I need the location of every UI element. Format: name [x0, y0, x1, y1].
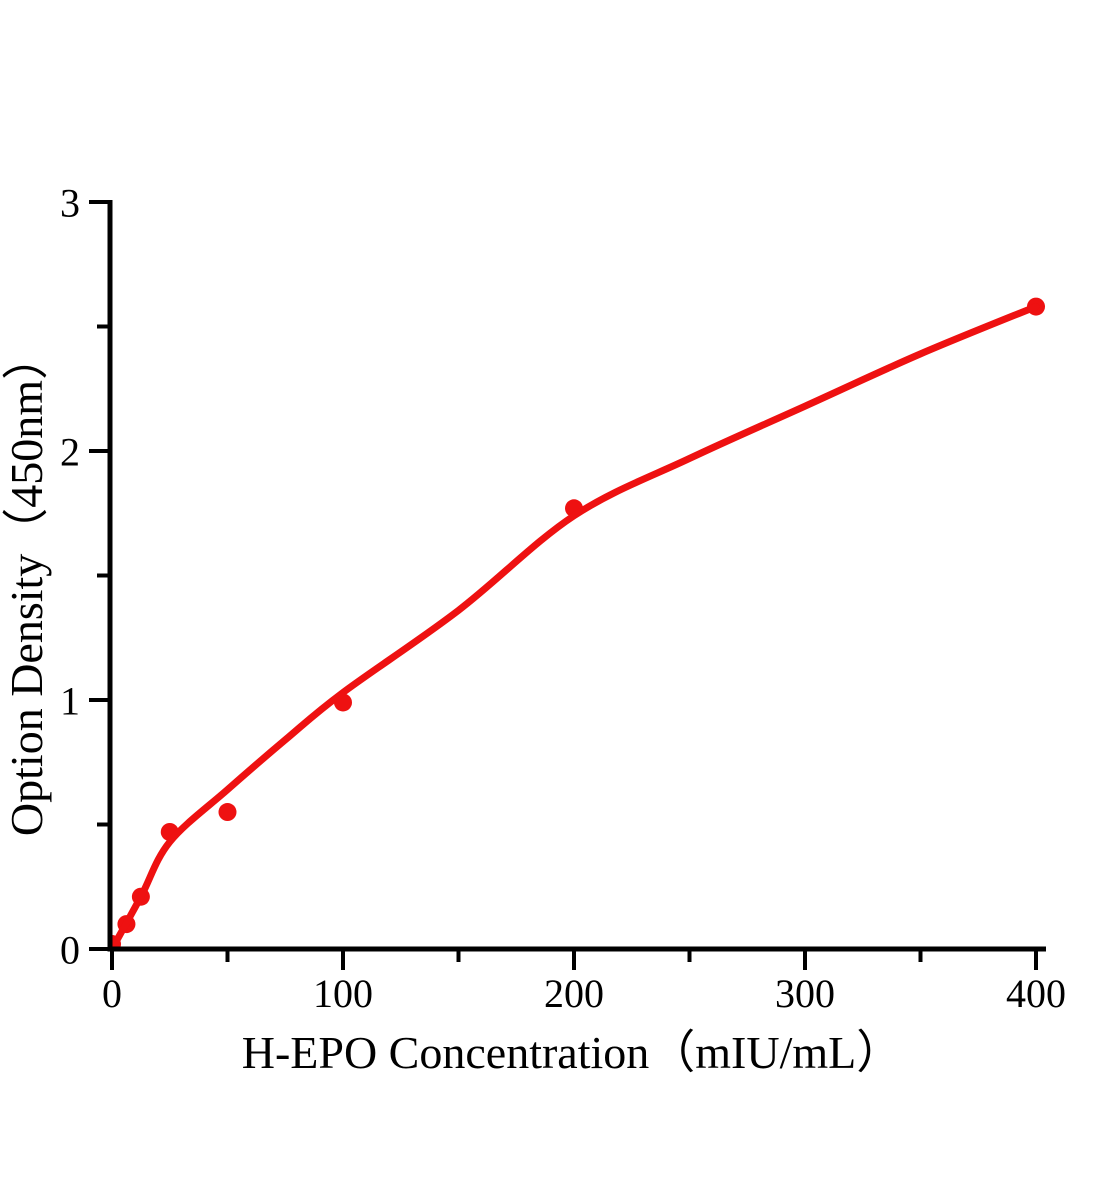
- x-tick-label: 0: [102, 971, 122, 1016]
- y-tick-label: 1: [60, 678, 80, 723]
- y-axis-title: Option Density（450nm）: [1, 334, 52, 836]
- axis-layer: [89, 200, 1046, 970]
- x-tick-label: 100: [313, 971, 373, 1016]
- data-point: [218, 803, 237, 822]
- fit-curve: [110, 303, 1040, 949]
- x-tick-label: 200: [544, 971, 604, 1016]
- tick-label-layer: 0 100 200 300 400 0 1 2 3: [60, 180, 1066, 1016]
- x-axis-title: H-EPO Concentration（mIU/mL）: [242, 1027, 903, 1078]
- x-tick-label: 300: [775, 971, 835, 1016]
- x-tick-label: 400: [1006, 971, 1066, 1016]
- data-layer: [110, 297, 1045, 949]
- y-tick-label: 3: [60, 180, 80, 225]
- y-tick-label: 2: [60, 429, 80, 474]
- y-tick-label: 0: [60, 927, 80, 972]
